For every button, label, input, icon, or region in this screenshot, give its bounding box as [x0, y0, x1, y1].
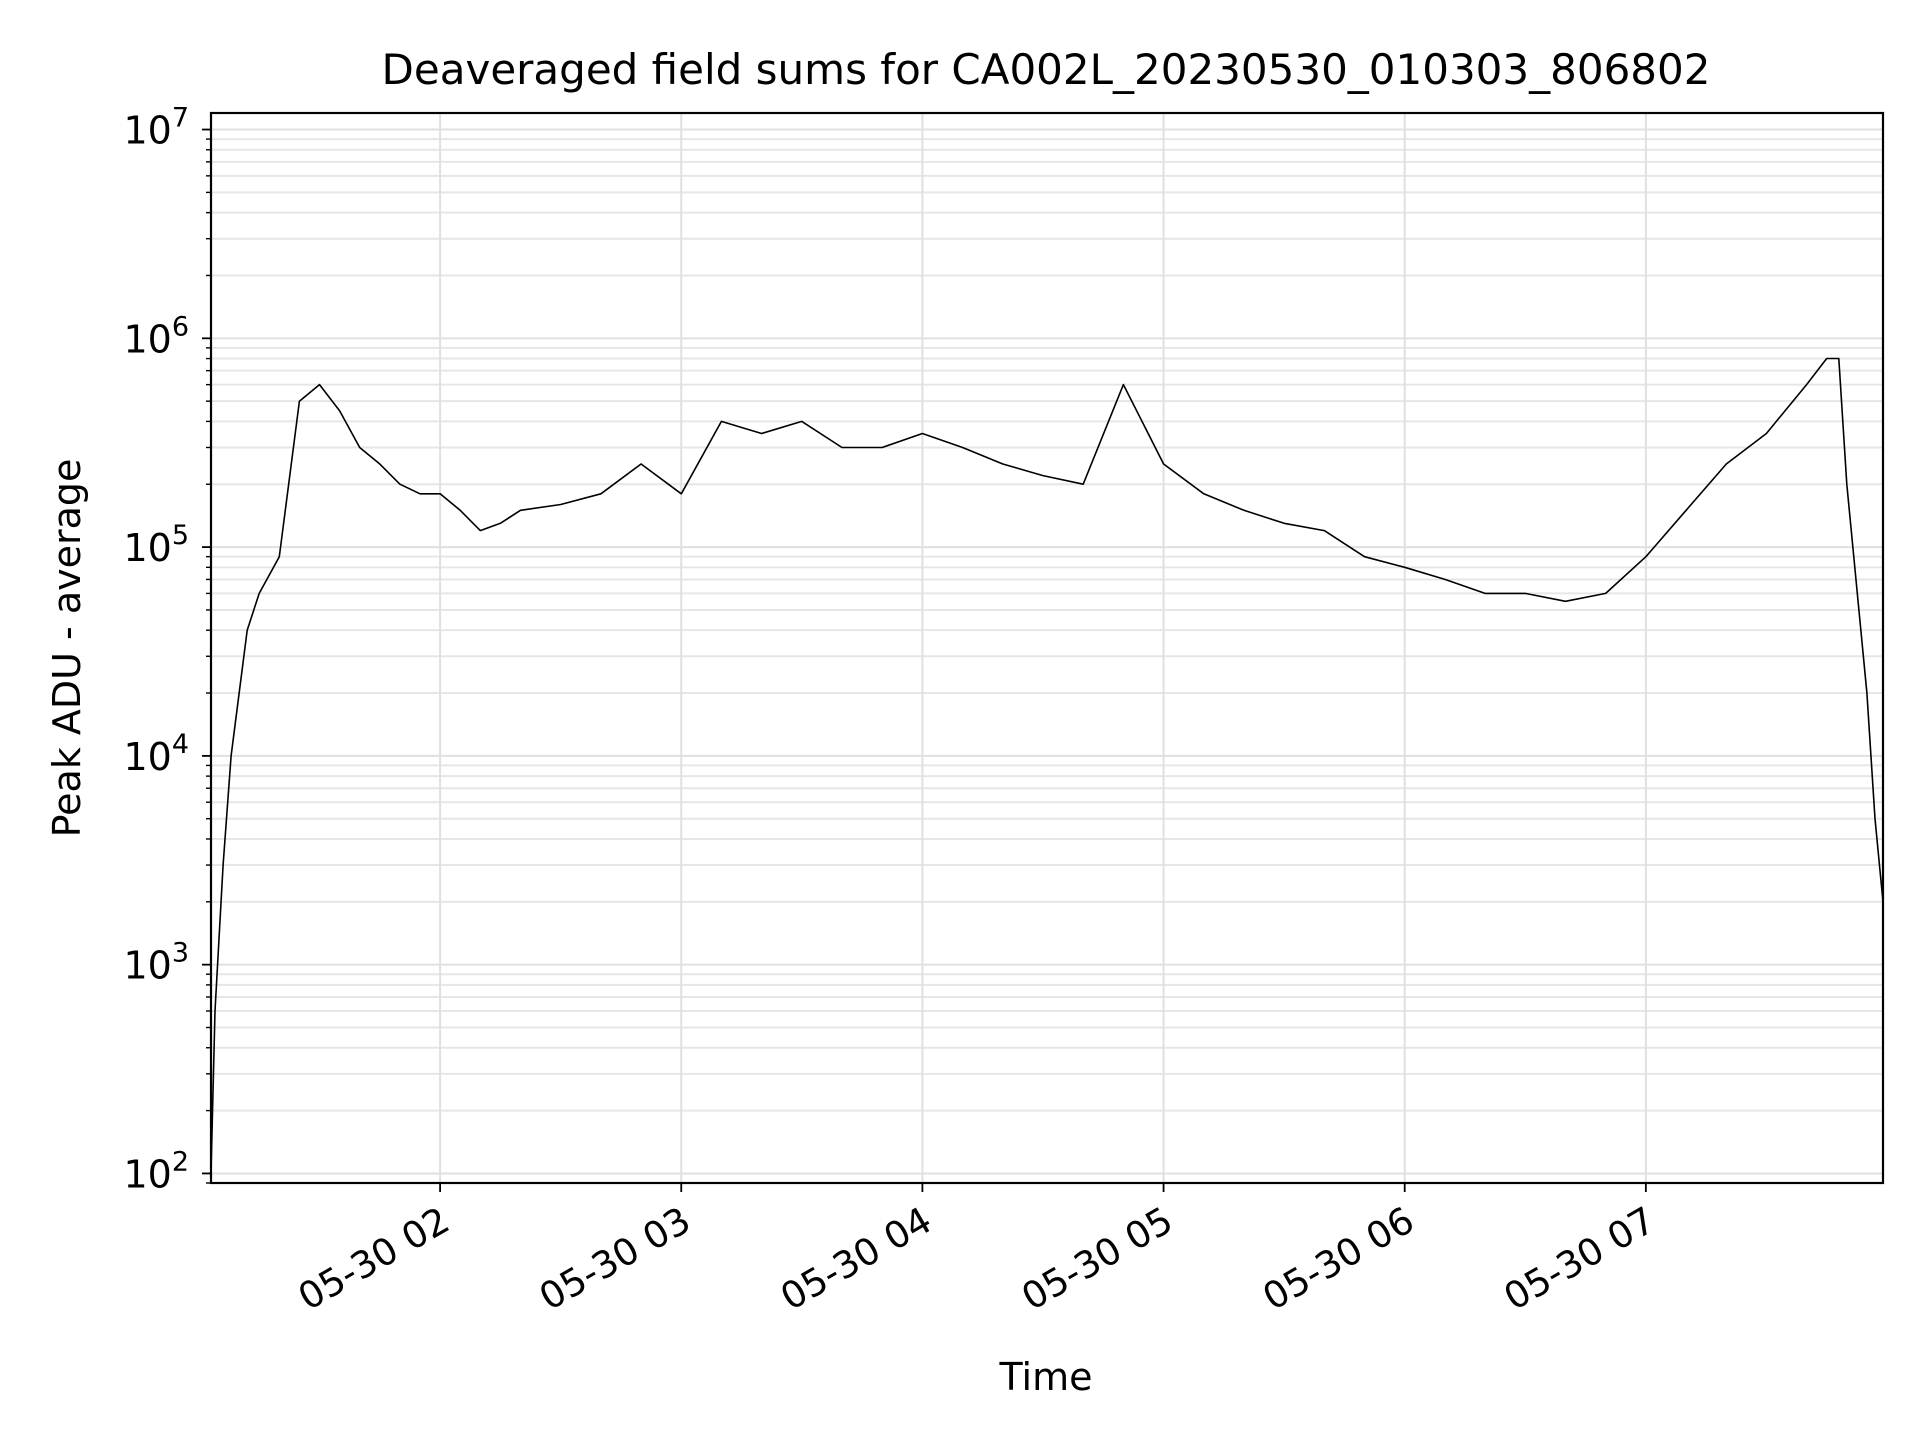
y-tick-label: 106	[123, 311, 189, 361]
y-tick-label: 103	[123, 938, 189, 988]
plot-area-frame	[209, 111, 1885, 1185]
y-tick-label: 105	[123, 520, 189, 570]
chart-title: Deaveraged field sums for CA002L_2023053…	[382, 45, 1711, 94]
y-tick-label: 104	[123, 729, 189, 779]
y-tick-label: 107	[123, 103, 189, 153]
series-layer	[210, 357, 1884, 1174]
axis-ticks-layer	[202, 128, 1647, 1192]
grid-layer	[211, 113, 1883, 1184]
data-series-line	[210, 357, 1884, 1174]
x-axis-label: Time	[999, 1355, 1093, 1399]
y-axis-label: Peak ADU - average	[45, 459, 89, 838]
y-tick-label: 102	[123, 1146, 189, 1196]
y-tick-labels: 102 103 104 105 106 107	[123, 103, 189, 1197]
